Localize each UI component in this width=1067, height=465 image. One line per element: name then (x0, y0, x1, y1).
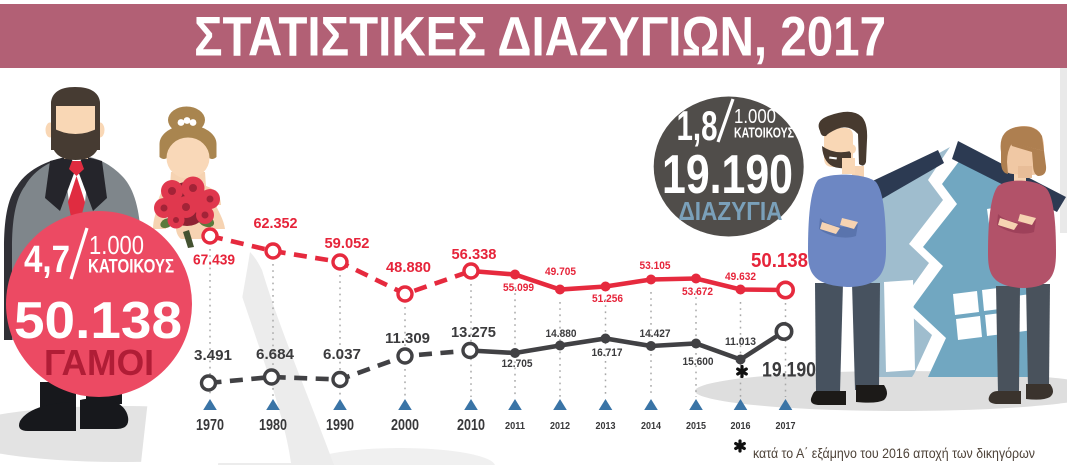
svg-text:53.105: 53.105 (640, 260, 671, 272)
svg-text:2012: 2012 (550, 420, 570, 432)
svg-text:1970: 1970 (196, 417, 224, 434)
svg-text:59.052: 59.052 (325, 235, 370, 252)
svg-text:1980: 1980 (259, 417, 287, 434)
svg-text:67.439: 67.439 (193, 252, 235, 269)
svg-text:ΚΑΤΟΙΚΟΥΣ: ΚΑΤΟΙΚΟΥΣ (734, 125, 794, 142)
svg-text:11.013: 11.013 (725, 336, 756, 348)
svg-text:13.275: 13.275 (451, 324, 496, 341)
svg-text:15.600: 15.600 (683, 356, 714, 368)
svg-text:48.880: 48.880 (386, 259, 431, 276)
svg-text:19.190: 19.190 (662, 143, 793, 205)
svg-text:3.491: 3.491 (194, 347, 232, 364)
svg-text:1.000: 1.000 (734, 106, 776, 128)
svg-text:2011: 2011 (505, 420, 525, 432)
svg-text:55.099: 55.099 (503, 282, 534, 294)
svg-text:19.190: 19.190 (762, 358, 816, 382)
svg-text:6.684: 6.684 (256, 346, 295, 363)
svg-text:62.352: 62.352 (254, 215, 298, 232)
svg-text:ΓΑΜΟΙ: ΓΑΜΟΙ (44, 342, 154, 383)
svg-text:6.037: 6.037 (323, 346, 361, 363)
svg-text:ΚΑΤΟΙΚΟΥΣ: ΚΑΤΟΙΚΟΥΣ (88, 257, 174, 278)
svg-text:ΔΙΑΖΥΓΙΑ: ΔΙΑΖΥΓΙΑ (679, 196, 783, 226)
svg-text:1.000: 1.000 (89, 230, 144, 260)
svg-text:2017: 2017 (776, 420, 796, 432)
svg-text:11.309: 11.309 (385, 330, 430, 347)
svg-text:2016: 2016 (731, 420, 751, 432)
svg-text:56.338: 56.338 (452, 246, 497, 263)
svg-text:2015: 2015 (686, 420, 706, 432)
svg-text:2000: 2000 (391, 417, 419, 434)
svg-text:49.705: 49.705 (545, 266, 576, 278)
svg-text:16.717: 16.717 (592, 347, 623, 359)
svg-text:2013: 2013 (596, 420, 616, 432)
svg-text:4,7: 4,7 (24, 239, 70, 281)
svg-text:14.880: 14.880 (546, 328, 577, 340)
svg-text:50.138: 50.138 (14, 292, 182, 350)
svg-text:50.138: 50.138 (751, 250, 808, 272)
svg-text:51.256: 51.256 (592, 293, 623, 305)
svg-text:κατά το Α΄ εξάμηνο του 2016 απ: κατά το Α΄ εξάμηνο του 2016 αποχή των δι… (753, 445, 1035, 461)
svg-text:12.705: 12.705 (502, 358, 533, 370)
svg-text:49.632: 49.632 (725, 271, 756, 283)
svg-text:53.672: 53.672 (682, 286, 713, 298)
svg-text:1,8: 1,8 (677, 102, 718, 149)
svg-text:1990: 1990 (326, 417, 354, 434)
svg-text:14.427: 14.427 (640, 328, 671, 340)
svg-text:2010: 2010 (457, 417, 485, 434)
svg-text:2014: 2014 (641, 420, 661, 432)
svg-text:ΣΤΑΤΙΣΤΙΚΕΣ ΔΙΑΖΥΓΙΩΝ, 2017: ΣΤΑΤΙΣΤΙΚΕΣ ΔΙΑΖΥΓΙΩΝ, 2017 (194, 5, 886, 68)
